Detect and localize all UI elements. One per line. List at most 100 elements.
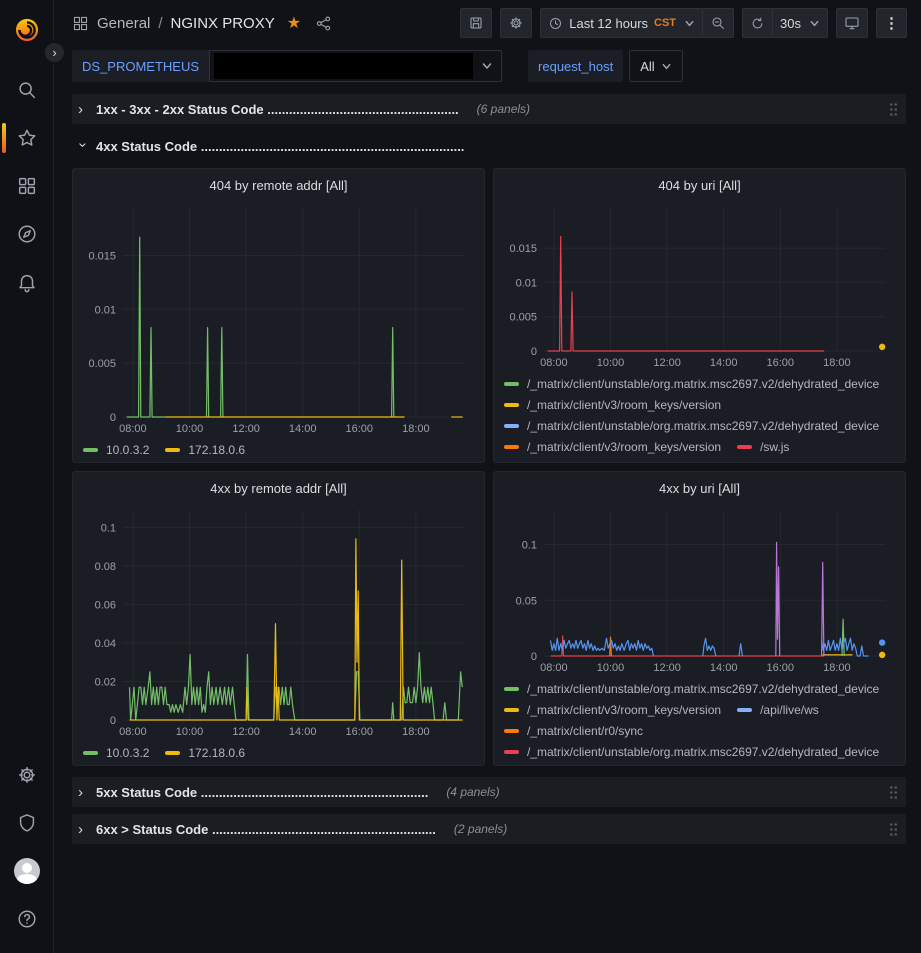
svg-text:12:00: 12:00 [232, 726, 260, 738]
legend-swatch [504, 729, 519, 733]
favorite-star-icon[interactable]: ★ [287, 13, 301, 33]
legend-item[interactable]: /_matrix/client/unstable/org.matrix.msc2… [504, 419, 879, 433]
chevron-down-icon [684, 18, 695, 29]
legend-swatch [504, 403, 519, 407]
timeseries-plot[interactable]: 00.020.040.060.080.108:0010:0012:0014:00… [81, 502, 476, 740]
chevron-down-icon [661, 61, 672, 72]
refresh-interval-label: 30s [780, 16, 801, 31]
svg-text:0: 0 [110, 412, 116, 424]
save-dashboard-button[interactable] [460, 8, 492, 38]
sidebar-item-help[interactable] [0, 895, 54, 943]
legend-item[interactable]: /_matrix/client/unstable/org.matrix.msc2… [504, 682, 879, 696]
legend-item[interactable]: /_matrix/client/r0/sync [504, 724, 643, 738]
svg-text:0.02: 0.02 [95, 676, 116, 688]
legend-item[interactable]: 10.0.3.2 [83, 443, 149, 456]
sidebar-item-dashboards[interactable] [0, 162, 54, 210]
sidebar-expand-button[interactable]: › [43, 41, 66, 64]
svg-text:0.08: 0.08 [95, 561, 116, 573]
svg-text:0.01: 0.01 [516, 277, 537, 289]
panel-title[interactable]: 404 by uri [All] [502, 175, 897, 199]
variable-select-request-host[interactable]: All [629, 50, 682, 82]
time-range-picker[interactable]: Last 12 hours CST [540, 8, 703, 38]
zoom-out-time-button[interactable] [702, 8, 734, 38]
cycle-view-mode-button[interactable] [836, 8, 868, 38]
gear-icon [16, 764, 38, 786]
row-header-4xx[interactable]: › 4xx Status Code ......................… [72, 131, 906, 161]
row-panel-count: (2 panels) [454, 822, 507, 836]
legend-swatch [504, 445, 519, 449]
refresh-icon [750, 16, 765, 31]
legend-label: /sw.js [760, 440, 789, 454]
legend-label: /_matrix/client/unstable/org.matrix.msc2… [527, 377, 879, 391]
panel-title[interactable]: 4xx by uri [All] [502, 478, 897, 502]
legend-item[interactable]: /_matrix/client/v3/room_keys/version [504, 703, 721, 717]
legend-item[interactable]: 172.18.0.6 [165, 746, 245, 759]
legend-label: 172.18.0.6 [188, 443, 245, 456]
svg-text:08:00: 08:00 [119, 726, 147, 738]
legend-item[interactable]: /_matrix/client/unstable/org.matrix.msc2… [504, 377, 879, 391]
timeseries-plot[interactable]: 00.0050.010.01508:0010:0012:0014:0016:00… [81, 199, 476, 437]
bell-icon [16, 271, 38, 293]
breadcrumb-section[interactable]: General [97, 15, 150, 32]
row-drag-handle[interactable] [889, 102, 898, 117]
dashboard-grid-icon [72, 15, 89, 32]
gear-icon [508, 15, 524, 31]
row-drag-handle[interactable] [889, 785, 898, 800]
panel-4xx-by-uri: 4xx by uri [All] 00.050.108:0010:0012:00… [493, 471, 906, 766]
timeseries-plot[interactable]: 00.050.108:0010:0012:0014:0016:0018:00 [502, 502, 897, 676]
svg-text:0.04: 0.04 [95, 638, 116, 650]
dashboard-settings-button[interactable] [500, 8, 532, 38]
legend-swatch [504, 382, 519, 386]
kebab-menu-button[interactable]: ⋮ [876, 8, 907, 38]
row-title: 5xx Status Code ........................… [96, 785, 428, 800]
legend-swatch [504, 750, 519, 754]
legend-item[interactable]: /_matrix/client/v3/room_keys/version [504, 440, 721, 454]
page-title[interactable]: NGINX PROXY [171, 15, 275, 32]
chart-area[interactable]: 00.0050.010.01508:0010:0012:0014:0016:00… [81, 199, 476, 437]
svg-text:0: 0 [531, 346, 537, 358]
variable-label-ds-prometheus: DS_PROMETHEUS [72, 50, 209, 82]
variable-label-request-host: request_host [528, 50, 623, 82]
panel-title[interactable]: 404 by remote addr [All] [81, 175, 476, 199]
legend-item[interactable]: 10.0.3.2 [83, 746, 149, 759]
sidebar-item-alerting[interactable] [0, 258, 54, 306]
row-title: 6xx > Status Code ......................… [96, 822, 436, 837]
legend-swatch [737, 708, 752, 712]
sidebar-item-profile[interactable] [0, 847, 54, 895]
legend-swatch [504, 708, 519, 712]
sidebar-item-explore[interactable] [0, 210, 54, 258]
svg-text:0.1: 0.1 [522, 540, 537, 552]
sidebar-item-search[interactable] [0, 66, 54, 114]
svg-text:0: 0 [531, 651, 537, 663]
zoom-out-icon [710, 15, 726, 31]
refresh-button[interactable] [742, 8, 773, 38]
share-icon[interactable] [315, 15, 332, 32]
timeseries-plot[interactable]: 00.0050.010.01508:0010:0012:0014:0016:00… [502, 199, 897, 371]
sidebar-item-server-admin[interactable] [0, 799, 54, 847]
svg-text:18:00: 18:00 [402, 423, 430, 435]
chart-area[interactable]: 00.020.040.060.080.108:0010:0012:0014:00… [81, 502, 476, 740]
row-header-5xx[interactable]: › 5xx Status Code ......................… [72, 777, 906, 807]
row-header-6xx[interactable]: › 6xx > Status Code ....................… [72, 814, 906, 844]
variable-select-ds-prometheus[interactable] [209, 50, 502, 82]
row-drag-handle[interactable] [889, 822, 898, 837]
row-header-1xx-3xx-2xx[interactable]: › 1xx - 3xx - 2xx Status Code ..........… [72, 94, 906, 124]
legend-item[interactable]: /sw.js [737, 440, 789, 454]
sidebar-item-starred[interactable] [0, 114, 54, 162]
legend-label: /_matrix/client/unstable/org.matrix.msc2… [527, 419, 879, 433]
sidebar-item-settings[interactable] [0, 751, 54, 799]
legend-item[interactable]: /_matrix/client/unstable/org.matrix.msc2… [504, 745, 879, 759]
panel-title[interactable]: 4xx by remote addr [All] [81, 478, 476, 502]
chart-area[interactable]: 00.050.108:0010:0012:0014:0016:0018:00 [502, 502, 897, 676]
legend-label: /_matrix/client/unstable/org.matrix.msc2… [527, 745, 879, 759]
legend-label: /_matrix/client/r0/sync [527, 724, 643, 738]
refresh-interval-picker[interactable]: 30s [772, 8, 828, 38]
chart-area[interactable]: 00.0050.010.01508:0010:0012:0014:0016:00… [502, 199, 897, 371]
legend-label: 10.0.3.2 [106, 443, 149, 456]
svg-text:18:00: 18:00 [823, 662, 851, 674]
legend-item[interactable]: /api/live/ws [737, 703, 819, 717]
panel-legend: 10.0.3.2 172.18.0.6 [81, 746, 476, 759]
legend-item[interactable]: /_matrix/client/v3/room_keys/version [504, 398, 721, 412]
breadcrumb: General / NGINX PROXY ★ [72, 13, 332, 33]
legend-item[interactable]: 172.18.0.6 [165, 443, 245, 456]
